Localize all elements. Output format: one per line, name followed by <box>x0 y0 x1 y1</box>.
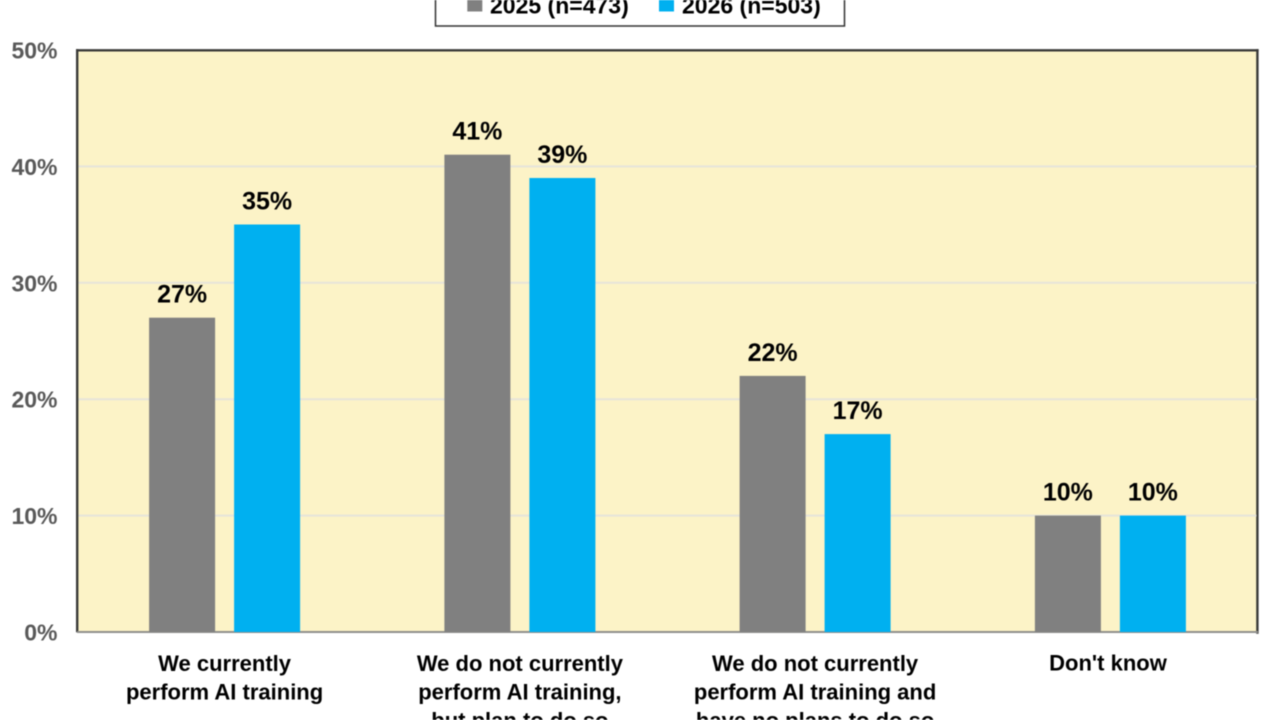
svg-text:41%: 41% <box>452 118 502 146</box>
svg-text:17%: 17% <box>833 397 883 425</box>
svg-text:have no plans to do so: have no plans to do so <box>696 708 934 720</box>
svg-text:2026 (n=503): 2026 (n=503) <box>682 0 821 19</box>
svg-text:35%: 35% <box>242 188 292 216</box>
svg-text:10%: 10% <box>1128 479 1178 507</box>
svg-text:50%: 50% <box>11 38 57 64</box>
svg-text:40%: 40% <box>11 154 57 180</box>
svg-text:10%: 10% <box>1043 479 1093 507</box>
svg-text:39%: 39% <box>537 141 587 169</box>
svg-text:perform AI training and: perform AI training and <box>694 680 936 705</box>
svg-text:We currently: We currently <box>158 651 292 676</box>
svg-text:but plan to do so: but plan to do so <box>431 708 608 720</box>
svg-text:perform AI training: perform AI training <box>126 680 323 705</box>
svg-text:2025 (n=473): 2025 (n=473) <box>490 0 629 19</box>
svg-text:10%: 10% <box>11 503 57 529</box>
svg-text:22%: 22% <box>748 339 798 367</box>
svg-text:We do not currently: We do not currently <box>417 651 624 676</box>
svg-text:27%: 27% <box>157 281 207 309</box>
svg-text:0%: 0% <box>24 620 57 646</box>
svg-text:perform AI training,: perform AI training, <box>418 680 621 705</box>
svg-text:We do not currently: We do not currently <box>712 651 919 676</box>
svg-text:30%: 30% <box>11 270 57 296</box>
svg-text:20%: 20% <box>11 387 57 413</box>
svg-text:Don't know: Don't know <box>1049 651 1168 676</box>
